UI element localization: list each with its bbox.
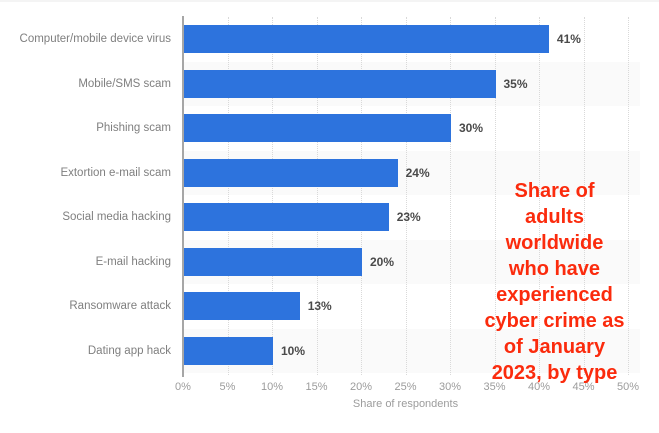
value-label: 24% xyxy=(405,165,430,180)
gridline xyxy=(539,17,540,375)
x-tick-label: 35% xyxy=(483,381,506,393)
value-label: 30% xyxy=(459,121,484,135)
annotation-line: who have xyxy=(508,258,601,280)
value-label: 23% xyxy=(396,210,421,224)
x-tick-label: 15% xyxy=(305,381,328,393)
x-tick-label: 25% xyxy=(394,381,417,393)
category-label: Computer/mobile device virus xyxy=(19,33,171,45)
x-axis-title: Share of respondents xyxy=(352,398,459,410)
annotation-line: adults xyxy=(525,206,584,228)
x-tick-label: 20% xyxy=(349,381,373,393)
y-axis-line xyxy=(182,16,184,377)
bar[interactable] xyxy=(184,247,362,276)
x-tick-label: 5% xyxy=(219,381,236,393)
bar[interactable] xyxy=(184,114,451,142)
annotation-line: experienced xyxy=(496,284,613,306)
x-tick-label: 30% xyxy=(438,381,462,393)
annotation-line: 2023, by type xyxy=(491,362,618,384)
category-label: Ransomware attack xyxy=(69,300,171,312)
bar[interactable] xyxy=(184,336,273,365)
value-label: 35% xyxy=(503,76,528,91)
value-label: 20% xyxy=(370,254,395,269)
annotation-line: of January xyxy=(503,336,606,358)
bar[interactable] xyxy=(184,158,398,187)
gridline xyxy=(450,17,451,375)
gridline xyxy=(272,17,273,375)
plot-area: 41% 35% 30% 24% 23% 20% 13% 10% xyxy=(183,17,640,375)
category-label: Social media hacking xyxy=(62,211,171,223)
gridline xyxy=(361,17,362,375)
gridline xyxy=(316,17,318,375)
category-label: Extortion e-mail scam xyxy=(60,166,171,179)
value-label: 13% xyxy=(307,299,332,313)
bar[interactable] xyxy=(184,69,496,98)
category-label: E-mail hacking xyxy=(95,255,171,268)
annotation-line: Share of xyxy=(514,180,595,202)
category-label: Mobile/SMS scam xyxy=(78,77,171,90)
category-label: Phishing scam xyxy=(96,122,171,134)
bar[interactable] xyxy=(184,203,389,231)
value-label: 10% xyxy=(281,343,306,358)
x-tick-label: 10% xyxy=(260,381,284,393)
gridline xyxy=(405,17,407,375)
gridline xyxy=(494,17,496,375)
x-tick-label: 50% xyxy=(616,381,640,393)
category-label: Dating app hack xyxy=(87,344,171,357)
annotation-line: worldwide xyxy=(505,232,604,254)
gridline xyxy=(583,17,585,375)
gridline xyxy=(227,17,229,375)
x-tick-label: 40% xyxy=(527,381,551,393)
value-label: 41% xyxy=(556,32,581,46)
bar[interactable] xyxy=(184,25,549,53)
x-tick-label: 45% xyxy=(572,381,595,393)
x-tick-label: 0% xyxy=(175,381,191,393)
bar[interactable] xyxy=(184,292,300,320)
annotation-line: cyber crime as xyxy=(484,310,625,332)
chart-annotation: Share of adults worldwide who have experienc… xyxy=(452,178,657,386)
gridline xyxy=(628,17,629,375)
